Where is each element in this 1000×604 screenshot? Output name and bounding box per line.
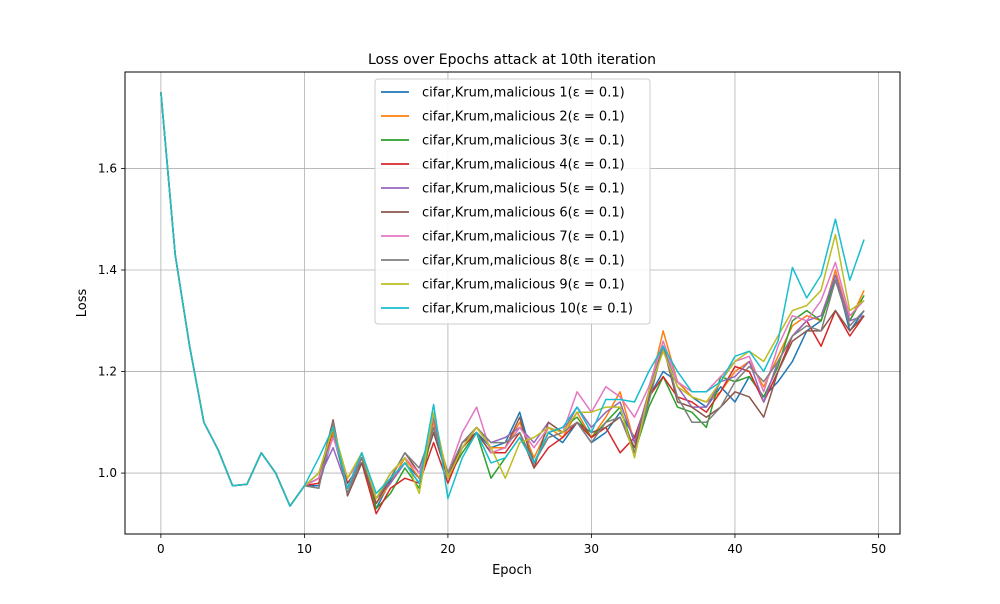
legend-label-3: cifar,Krum,malicious 3(ε = 0.1) [422, 134, 625, 149]
x-tick-label: 20 [440, 542, 455, 556]
legend-label-9: cifar,Krum,malicious 9(ε = 0.1) [422, 278, 625, 293]
legend-label-6: cifar,Krum,malicious 6(ε = 0.1) [422, 206, 625, 221]
legend-label-7: cifar,Krum,malicious 7(ε = 0.1) [422, 230, 625, 245]
x-tick-label: 0 [157, 542, 165, 556]
legend-label-10: cifar,Krum,malicious 10(ε = 0.1) [422, 302, 633, 317]
x-axis-label: Epoch [492, 563, 532, 578]
x-tick-label: 30 [584, 542, 599, 556]
legend: cifar,Krum,malicious 1(ε = 0.1) cifar,Kru… [374, 78, 651, 325]
legend-box [374, 78, 651, 325]
x-tick-label: 50 [871, 542, 886, 556]
x-tick-label: 10 [297, 542, 312, 556]
tick-layer: 0 10 20 30 40 50 1.0 1.2 1.4 1.6 [98, 161, 886, 556]
legend-label-2: cifar,Krum,malicious 2(ε = 0.1) [422, 110, 625, 125]
chart-title: Loss over Epochs attack at 10th iteratio… [368, 52, 656, 68]
y-axis-label: Loss [75, 289, 90, 318]
legend-label-8: cifar,Krum,malicious 8(ε = 0.1) [422, 254, 625, 269]
series-layer [160, 92, 865, 515]
y-tick-label: 1.6 [98, 161, 117, 175]
x-tick-label: 40 [727, 542, 742, 556]
legend-label-5: cifar,Krum,malicious 5(ε = 0.1) [422, 182, 625, 197]
y-tick-label: 1.0 [98, 466, 117, 480]
y-tick-label: 1.2 [98, 365, 117, 379]
legend-entries: cifar,Krum,malicious 1(ε = 0.1) cifar,Kru… [381, 86, 633, 317]
legend-label-1: cifar,Krum,malicious 1(ε = 0.1) [422, 86, 625, 101]
y-tick-label: 1.4 [98, 263, 117, 277]
series-line-10 [160, 92, 865, 507]
legend-label-4: cifar,Krum,malicious 4(ε = 0.1) [422, 158, 625, 173]
plot-frame [124, 71, 901, 535]
